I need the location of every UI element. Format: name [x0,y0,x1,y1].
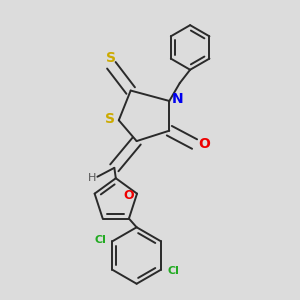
Text: S: S [106,51,116,65]
Text: O: O [198,137,210,151]
Text: Cl: Cl [95,235,107,245]
Text: Cl: Cl [168,266,179,276]
Text: H: H [88,173,96,183]
Text: N: N [172,92,184,106]
Text: S: S [106,112,116,126]
Text: O: O [123,189,134,202]
